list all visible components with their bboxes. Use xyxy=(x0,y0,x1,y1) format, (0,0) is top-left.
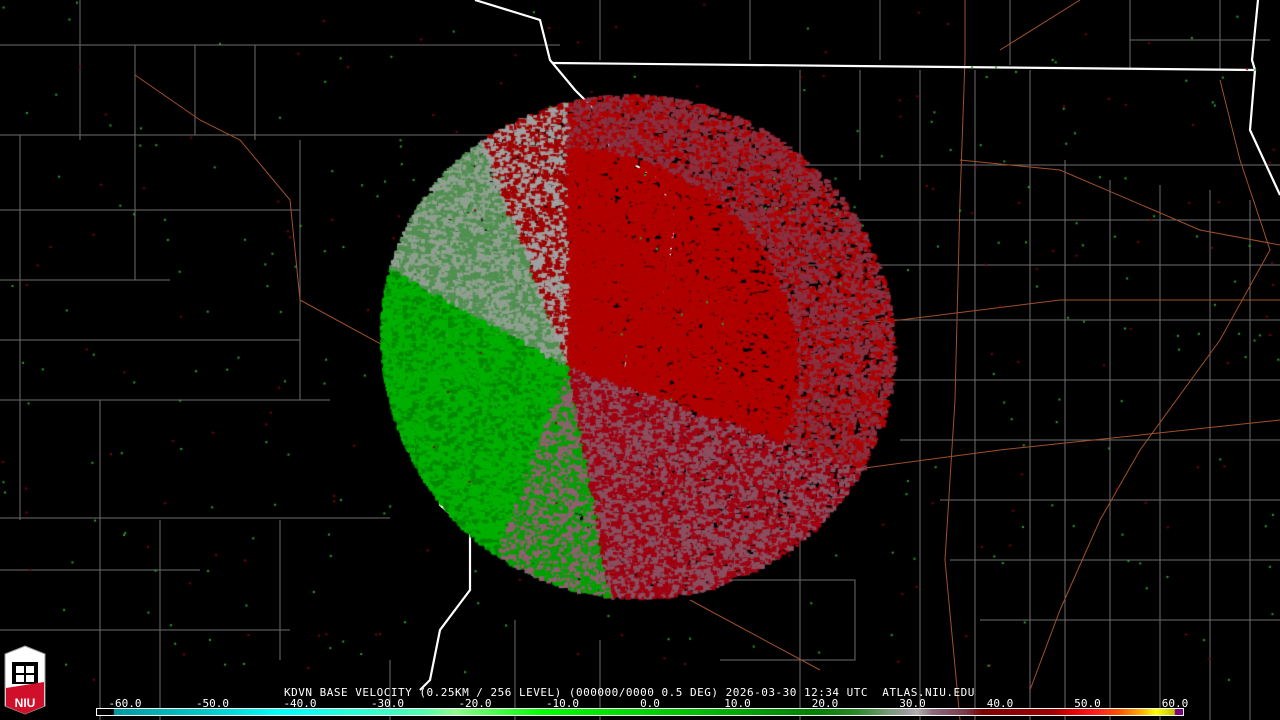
velocity-colorbar xyxy=(96,708,1184,716)
colorbar-tick-label: 40.0 xyxy=(986,697,1014,710)
colorbar-tick-label: -40.0 xyxy=(283,697,317,710)
colorbar-tick-label: 20.0 xyxy=(811,697,839,710)
colorbar-tick-label: 10.0 xyxy=(724,697,751,710)
colorbar-tick-label: 50.0 xyxy=(1074,697,1101,710)
product-title: KDVN BASE VELOCITY (0.25KM / 256 LEVEL) … xyxy=(284,686,975,699)
colorbar-tick-label: 0.0 xyxy=(640,697,660,710)
colorbar-tick-label: 60.0 xyxy=(1161,697,1189,710)
logo-text: NIU xyxy=(15,696,36,710)
colorbar-tick-label: -60.0 xyxy=(108,697,142,710)
colorbar-ticks: -60.0 -50.0 -40.0 -30.0 -20.0 -10.0 0.0 10.0 20.… xyxy=(96,697,1189,710)
colorbar-tick-label: -50.0 xyxy=(195,697,230,710)
colorbar-tick-label: -30.0 xyxy=(370,697,405,710)
niu-logo: NIU xyxy=(3,644,47,716)
colorbar-tick-label: 30.0 xyxy=(899,697,926,710)
colorbar-tick-label: -20.0 xyxy=(458,697,492,710)
colorbar-tick-label: -10.0 xyxy=(545,697,580,710)
